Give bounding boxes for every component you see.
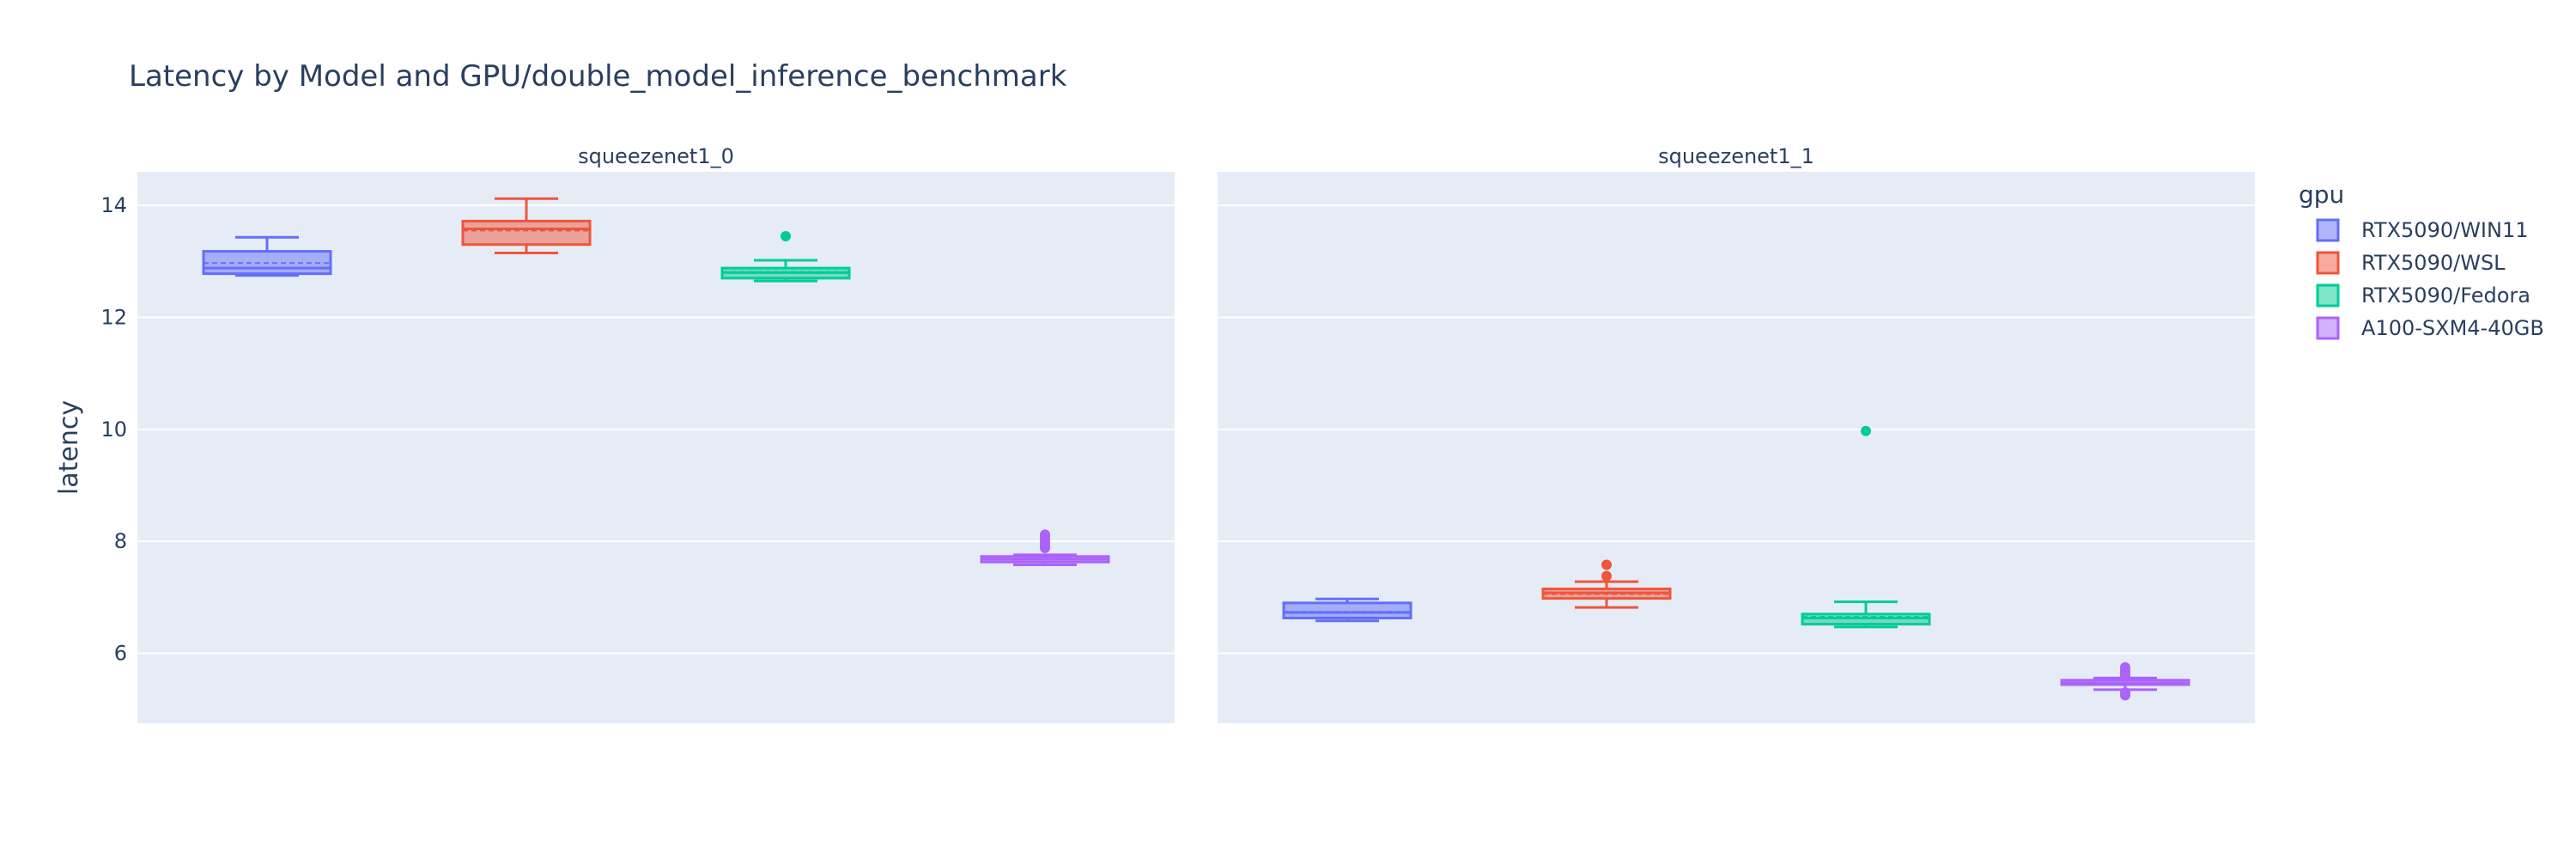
outlier-point bbox=[1861, 425, 1871, 436]
box-rtx5090-wsl bbox=[461, 197, 592, 255]
box-iqr bbox=[1282, 601, 1413, 619]
y-tick-label: 6 bbox=[114, 642, 127, 666]
y-tick-label: 12 bbox=[100, 305, 127, 329]
box-a100-sxm4-40gb bbox=[2060, 661, 2190, 701]
legend-label: RTX5090/Fedora bbox=[2361, 283, 2530, 308]
legend-label: RTX5090/WIN11 bbox=[2361, 218, 2529, 242]
outlier-point bbox=[1601, 559, 1612, 570]
legend: gpu RTX5090/WIN11 RTX5090/WSL RTX5090/Fedo… bbox=[2299, 180, 2544, 340]
plot-background bbox=[1218, 172, 2255, 723]
box-series bbox=[202, 197, 1110, 567]
legend-swatch bbox=[2316, 218, 2340, 242]
box-rtx5090-fedora bbox=[1801, 425, 1931, 629]
legend-swatch bbox=[2316, 283, 2340, 308]
y-axis-title: latency bbox=[54, 400, 84, 495]
y-axis-ticks: 6 8 10 12 14 bbox=[100, 193, 127, 665]
gridlines bbox=[1218, 204, 2255, 655]
outlier-point bbox=[2120, 661, 2130, 673]
box-rtx5090-win11 bbox=[202, 235, 332, 277]
outlier-point bbox=[2120, 687, 2130, 698]
panel-squeezenet1-1: squeezenet1_1 bbox=[1218, 144, 2255, 723]
box-series bbox=[1282, 425, 2190, 701]
y-tick-label: 10 bbox=[100, 417, 127, 442]
legend-swatch bbox=[2316, 316, 2340, 340]
box-rtx5090-win11 bbox=[1282, 597, 1413, 623]
legend-label: A100-SXM4-40GB bbox=[2361, 316, 2544, 340]
outlier-point bbox=[1040, 529, 1050, 540]
box-iqr bbox=[461, 219, 592, 247]
outlier-point bbox=[1601, 570, 1612, 582]
panel-squeezenet1-0: squeezenet1_0 bbox=[137, 144, 1175, 723]
box-rtx5090-wsl bbox=[1541, 559, 1672, 609]
panel-title: squeezenet1_0 bbox=[578, 144, 734, 168]
gridlines bbox=[137, 204, 1175, 655]
legend-swatch bbox=[2316, 251, 2340, 275]
outlier-point bbox=[781, 230, 791, 241]
y-tick-label: 14 bbox=[100, 193, 127, 217]
y-tick-label: 8 bbox=[114, 529, 127, 553]
chart-title: Latency by Model and GPU/double_model_in… bbox=[129, 59, 1067, 94]
legend-label: RTX5090/WSL bbox=[2361, 251, 2506, 275]
legend-title: gpu bbox=[2299, 180, 2344, 209]
box-rtx5090-fedora bbox=[720, 230, 851, 283]
box-a100-sxm4-40gb bbox=[980, 529, 1110, 567]
panel-title: squeezenet1_1 bbox=[1658, 144, 1814, 168]
